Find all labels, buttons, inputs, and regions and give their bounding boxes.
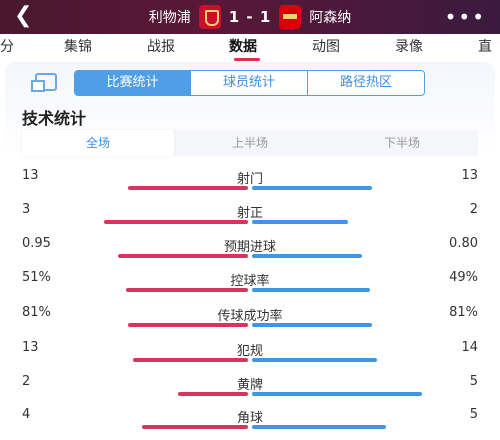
stat-label: 控球率: [230, 274, 270, 289]
home-stat-value: 2: [22, 374, 31, 389]
stat-label: 传球成功率: [217, 309, 283, 324]
away-stat-value: 49%: [449, 270, 478, 285]
stat-row: 2 黄牌 5: [0, 374, 500, 398]
stat-row: 13 射门 13: [0, 168, 500, 192]
away-stat-bar: [252, 220, 348, 224]
stat-label: 犯规: [236, 344, 263, 359]
away-stat-bar: [252, 288, 370, 292]
stat-row: 13 犯规 14: [0, 340, 500, 364]
away-stat-bar: [252, 254, 362, 258]
stat-label: 射门: [236, 172, 263, 187]
away-stat-bar: [252, 425, 386, 429]
period-first-half[interactable]: 上半场: [231, 136, 268, 150]
away-team-name: 阿森纳: [309, 10, 352, 26]
home-stat-bar: [126, 288, 248, 292]
home-stat-bar: [128, 186, 248, 190]
away-stat-value: 81%: [449, 305, 478, 320]
away-stat-bar: [252, 323, 372, 327]
more-options-icon[interactable]: •••: [444, 5, 486, 29]
tab-gifs[interactable]: 动图: [312, 39, 340, 55]
match-stats-button[interactable]: 比赛统计: [75, 71, 191, 95]
stat-row: 81% 传球成功率 81%: [0, 305, 500, 329]
stats-type-switch: 比赛统计 球员统计 路径热区: [74, 70, 425, 96]
home-stat-value: 3: [22, 202, 31, 217]
stat-label: 角球: [236, 411, 263, 426]
active-tab-indicator: [234, 58, 260, 61]
match-score: 1 - 1: [228, 8, 272, 26]
tab-replay[interactable]: 录像: [395, 39, 423, 55]
home-stat-bar: [128, 323, 248, 327]
home-stat-bar: [178, 392, 248, 396]
home-stat-value: 0.95: [22, 236, 51, 251]
home-stat-bar: [133, 358, 248, 362]
period-second-half[interactable]: 下半场: [383, 136, 420, 150]
away-stat-value: 2: [469, 202, 478, 217]
match-summary: 利物浦 1 - 1 阿森纳: [0, 0, 500, 34]
match-tabs: 分 集锦 战报 数据 动图 录像 直: [0, 34, 500, 61]
liverpool-crest-icon: [198, 5, 221, 29]
tab-data[interactable]: 数据: [229, 39, 257, 55]
stat-label: 射正: [236, 206, 263, 221]
home-stat-bar: [142, 425, 248, 429]
away-stat-value: 13: [461, 168, 478, 183]
stat-row: 0.95 预期进球 0.80: [0, 236, 500, 260]
home-stat-value: 4: [22, 407, 31, 422]
stat-label: 黄牌: [236, 378, 263, 393]
away-stat-value: 5: [469, 407, 478, 422]
period-full-match[interactable]: 全场: [22, 130, 174, 156]
home-stat-value: 13: [22, 168, 39, 183]
tab-report[interactable]: 战报: [147, 39, 175, 55]
stat-label: 预期进球: [223, 240, 276, 255]
tab-highlights[interactable]: 集锦: [64, 39, 92, 55]
document-icon[interactable]: [31, 73, 57, 92]
home-stat-value: 13: [22, 340, 39, 355]
away-stat-value: 5: [469, 374, 478, 389]
stat-row: 4 角球 5: [0, 407, 500, 431]
stat-row: 3 射正 2: [0, 202, 500, 226]
period-switch: 全场 上半场 下半场: [22, 130, 478, 156]
match-header: ❮ 利物浦 1 - 1 阿森纳 •••: [0, 0, 500, 34]
arsenal-crest-icon: [279, 5, 302, 29]
player-stats-button[interactable]: 球员统计: [191, 71, 308, 95]
home-stat-value: 81%: [22, 305, 51, 320]
stat-row: 51% 控球率 49%: [0, 270, 500, 294]
home-team-name: 利物浦: [148, 10, 191, 26]
away-stat-bar: [252, 392, 422, 396]
heatmap-button[interactable]: 路径热区: [308, 71, 424, 95]
away-stat-bar: [252, 186, 372, 190]
section-title: 技术统计: [22, 109, 87, 128]
tab-partial-right[interactable]: 直: [478, 39, 492, 55]
home-stat-bar: [118, 254, 248, 258]
away-stat-value: 14: [461, 340, 478, 355]
stats-panel: [5, 62, 495, 440]
away-stat-value: 0.80: [449, 236, 478, 251]
home-stat-bar: [104, 220, 248, 224]
tab-partial-left[interactable]: 分: [0, 39, 14, 55]
away-stat-bar: [252, 358, 377, 362]
home-stat-value: 51%: [22, 270, 51, 285]
back-arrow-icon[interactable]: ❮: [14, 3, 33, 28]
